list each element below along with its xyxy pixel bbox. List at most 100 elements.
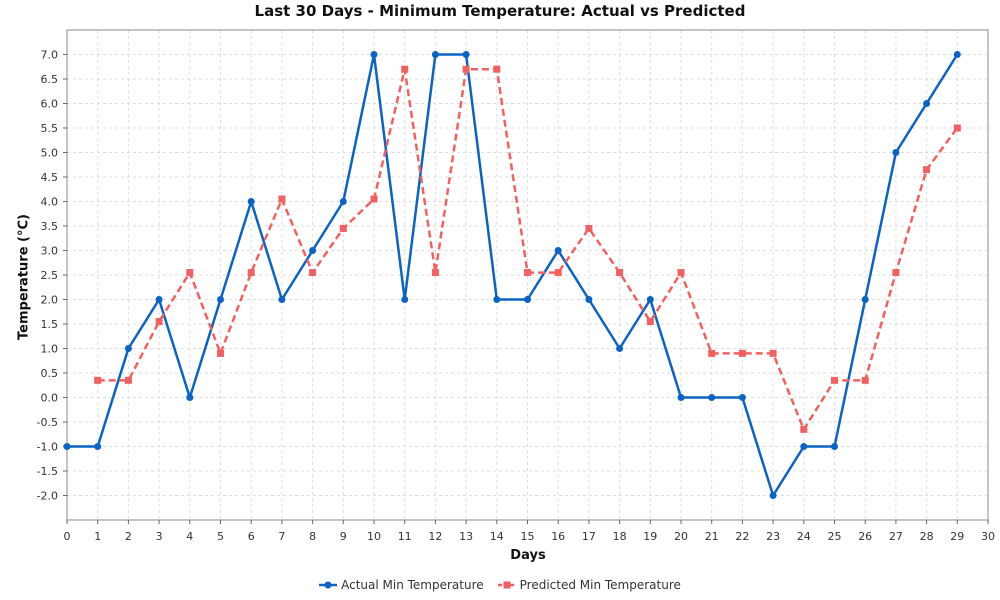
data-point-predicted [646,318,654,326]
data-point-actual [585,296,593,303]
data-point-predicted [677,269,685,277]
legend: Actual Min Temperature Predicted Min Tem… [0,578,1000,592]
legend-swatch-actual [319,581,338,589]
data-point-actual [431,51,439,58]
data-point-predicted [401,65,409,73]
x-tick-label: 5 [217,530,224,543]
data-point-actual [616,345,624,352]
data-point-actual [861,296,869,303]
data-point-actual [493,296,501,303]
data-point-predicted [94,376,102,384]
y-tick-label: 0.5 [41,367,59,380]
y-tick-label: 2.0 [41,294,59,307]
data-point-actual [401,296,409,303]
x-tick-label: 18 [613,530,627,543]
x-axis-label: Days [510,548,546,563]
data-point-actual [63,443,71,450]
y-tick-label: -1.0 [37,441,58,454]
y-tick-label: 7.0 [41,49,59,62]
data-point-predicted [861,376,869,384]
x-tick-label: 14 [490,530,504,543]
data-point-actual [124,345,132,352]
data-point-actual [953,51,961,58]
x-tick-label: 13 [459,530,473,543]
x-tick-label: 20 [674,530,688,543]
y-tick-label: -1.5 [37,465,58,478]
legend-label-predicted: Predicted Min Temperature [519,578,681,592]
y-tick-label: -2.0 [37,490,58,503]
data-point-predicted [247,269,255,277]
data-point-predicted [278,195,286,203]
x-tick-label: 2 [125,530,132,543]
data-point-actual [800,443,808,450]
y-tick-label: 4.5 [41,171,59,184]
x-tick-label: 24 [797,530,811,543]
x-tick-label: 7 [278,530,285,543]
x-tick-label: 19 [643,530,657,543]
data-point-actual [677,394,685,401]
x-tick-label: 9 [340,530,347,543]
data-point-actual [462,51,470,58]
x-tick-label: 25 [828,530,842,543]
data-point-actual [247,198,255,205]
x-tick-label: 10 [367,530,381,543]
data-point-predicted [462,65,470,73]
data-point-predicted [370,195,378,203]
x-tick-label: 16 [551,530,565,543]
y-tick-label: 2.5 [41,269,59,282]
data-point-actual [769,492,777,499]
data-point-predicted [892,269,900,277]
y-tick-label: 1.5 [41,318,59,331]
data-point-predicted [616,269,624,277]
data-point-predicted [738,349,746,357]
data-point-predicted [708,349,716,357]
data-point-predicted [524,269,531,277]
data-point-actual [309,247,317,254]
data-point-predicted [554,269,562,277]
y-tick-label: 3.0 [41,245,59,258]
x-tick-label: 27 [889,530,903,543]
data-point-actual [708,394,716,401]
data-point-predicted [493,65,501,73]
data-point-actual [217,296,224,303]
y-tick-label: 5.0 [41,147,59,160]
x-tick-label: 28 [920,530,934,543]
data-point-predicted [953,124,961,132]
legend-label-actual: Actual Min Temperature [341,578,484,592]
x-tick-label: 8 [309,530,316,543]
data-point-actual [155,296,163,303]
data-point-predicted [155,318,163,326]
y-tick-label: 1.0 [41,343,59,356]
data-point-predicted [585,224,593,232]
data-point-actual [186,394,194,401]
x-tick-label: 1 [94,530,101,543]
data-point-predicted [186,269,194,277]
x-tick-label: 26 [858,530,872,543]
x-tick-label: 17 [582,530,596,543]
chart-title: Last 30 Days - Minimum Temperature: Actu… [254,2,746,20]
x-tick-label: 6 [248,530,255,543]
data-point-actual [554,247,562,254]
y-tick-label: 6.0 [41,98,59,111]
legend-swatch-predicted [497,581,516,589]
data-point-predicted [309,269,317,277]
data-point-actual [278,296,286,303]
data-point-predicted [769,349,777,357]
x-tick-label: 29 [950,530,964,543]
x-tick-label: 4 [186,530,193,543]
x-tick-label: 0 [64,530,71,543]
data-point-actual [94,443,102,450]
y-tick-label: 3.5 [41,220,59,233]
data-point-actual [339,198,347,205]
data-point-actual [892,149,900,156]
x-tick-label: 21 [705,530,719,543]
x-tick-label: 23 [766,530,780,543]
x-tick-label: 15 [521,530,535,543]
data-point-actual [923,100,931,107]
x-tick-label: 12 [428,530,442,543]
y-tick-label: 6.5 [41,73,59,86]
series-line-actual [67,53,959,497]
y-tick-label: 0.0 [41,392,59,405]
data-point-actual [646,296,654,303]
